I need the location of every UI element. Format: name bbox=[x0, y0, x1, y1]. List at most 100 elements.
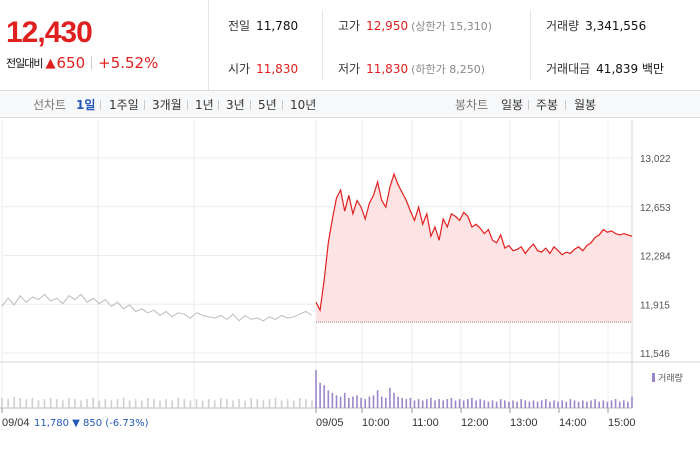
volume-bar bbox=[128, 400, 131, 408]
volume-bar bbox=[207, 399, 210, 408]
volume-legend-swatch bbox=[652, 373, 655, 382]
volume-bar bbox=[238, 399, 240, 408]
volume-bar bbox=[319, 382, 321, 408]
volume-bar bbox=[586, 401, 588, 408]
divider bbox=[91, 56, 93, 70]
volume-bar bbox=[147, 397, 149, 408]
volume-bar bbox=[286, 399, 289, 408]
tab-3month[interactable]: 3개월 bbox=[152, 98, 182, 112]
volume-bar bbox=[293, 400, 295, 408]
change-amount: 650 bbox=[56, 54, 86, 72]
volume-bar bbox=[280, 400, 283, 408]
volume-bar bbox=[549, 401, 551, 408]
volume-bar bbox=[438, 399, 440, 408]
volume-bar bbox=[343, 392, 346, 408]
volume-bar bbox=[516, 401, 518, 408]
volume-bar bbox=[268, 399, 271, 408]
volume-bar bbox=[454, 400, 457, 408]
volume-bar bbox=[577, 401, 580, 408]
volume-bar bbox=[508, 401, 510, 408]
stat-high: 고가 12,950 (상한가 15,310) bbox=[338, 19, 493, 33]
divider bbox=[530, 10, 531, 80]
volume-bar bbox=[413, 400, 416, 408]
volume-bar bbox=[323, 385, 325, 408]
volume-bar bbox=[62, 400, 64, 408]
volume-bar bbox=[426, 399, 428, 408]
y-tick-label: 11,546 bbox=[640, 349, 670, 360]
tab-5year[interactable]: 5년 bbox=[258, 98, 277, 112]
volume-bar bbox=[602, 400, 605, 408]
volume-bar bbox=[434, 400, 436, 408]
volume-bar bbox=[385, 397, 387, 408]
volume-bar bbox=[401, 397, 403, 408]
volume-bar bbox=[417, 399, 420, 408]
tab-monthly-candle[interactable]: 월봉 bbox=[574, 98, 597, 112]
tab-10year[interactable]: 10년 bbox=[290, 98, 317, 112]
volume-legend-label: 거래량 bbox=[658, 372, 683, 384]
volume-bar bbox=[397, 396, 399, 408]
divider bbox=[322, 10, 323, 80]
volume-bar bbox=[520, 399, 522, 408]
volume-bar bbox=[262, 400, 265, 408]
volume-bar bbox=[606, 401, 609, 408]
tab-3year[interactable]: 3년 bbox=[226, 98, 245, 112]
volume-bar bbox=[250, 397, 252, 408]
volume-bar bbox=[491, 400, 494, 408]
volume-bar bbox=[159, 400, 161, 408]
volume-bar bbox=[462, 400, 465, 408]
volume-bar bbox=[256, 399, 259, 408]
stats-panel: 전일 11,780 고가 12,950 (상한가 15,310) 거래량 3,341,5… bbox=[208, 0, 700, 90]
tab-1year[interactable]: 1년 bbox=[195, 98, 214, 112]
chart-tabs: 선차트 1일 1주일 3개월 1년 3년 5년 10년 봉차트 일봉 주봉 월봉 bbox=[0, 91, 700, 118]
volume-bar bbox=[110, 400, 113, 408]
volume-bar bbox=[122, 397, 125, 408]
y-tick-label: 11,915 bbox=[640, 300, 670, 311]
x-tick-label: 09/04 bbox=[2, 417, 30, 429]
volume-bar bbox=[98, 400, 101, 408]
volume-bar bbox=[532, 400, 535, 408]
tab-daily-candle[interactable]: 일봉 bbox=[501, 98, 524, 112]
volume-bar bbox=[339, 396, 342, 408]
volume-bar bbox=[134, 399, 137, 408]
volume-bar bbox=[610, 400, 613, 408]
volume-bar bbox=[561, 400, 563, 408]
volume-bar bbox=[226, 399, 228, 408]
volume-bar bbox=[31, 397, 34, 408]
volume-bar bbox=[305, 399, 307, 408]
volume-bar bbox=[92, 397, 94, 408]
volume-bar bbox=[446, 399, 449, 408]
price-header: 12,430 전일대비 ▲ 650 +5.52% 전일 11,780 고가 12,9… bbox=[0, 0, 700, 91]
tab-weekly-candle[interactable]: 주봉 bbox=[536, 98, 559, 112]
volume-bar bbox=[553, 400, 555, 408]
volume-bar bbox=[409, 397, 412, 408]
tab-1day[interactable]: 1일 bbox=[76, 98, 96, 112]
volume-bar bbox=[165, 399, 167, 408]
volume-bar bbox=[557, 401, 559, 408]
current-price-box: 12,430 전일대비 ▲ 650 +5.52% bbox=[0, 0, 209, 90]
price-change: 전일대비 ▲ 650 +5.52% bbox=[6, 54, 158, 72]
volume-bar bbox=[171, 400, 173, 408]
volume-bar bbox=[68, 397, 70, 408]
volume-bar bbox=[13, 396, 15, 408]
x-tick-label: 13:00 bbox=[510, 417, 538, 429]
volume-bar bbox=[479, 399, 481, 408]
volume-bar bbox=[141, 400, 143, 408]
volume-bar bbox=[623, 400, 625, 408]
x-tick-label: 14:00 bbox=[559, 417, 587, 429]
volume-bar bbox=[104, 399, 107, 408]
volume-bar bbox=[504, 400, 506, 408]
volume-bar bbox=[315, 370, 317, 408]
volume-bar bbox=[335, 395, 338, 408]
volume-bar bbox=[475, 400, 477, 408]
volume-bar bbox=[37, 400, 40, 408]
volume-bar bbox=[573, 400, 576, 408]
y-tick-label: 12,284 bbox=[640, 252, 671, 263]
volume-bar bbox=[352, 396, 354, 408]
y-tick-label: 12,653 bbox=[640, 203, 671, 214]
tab-1week[interactable]: 1주일 bbox=[109, 98, 139, 112]
volume-bar bbox=[86, 399, 88, 408]
volume-bar bbox=[74, 399, 76, 408]
volume-bar bbox=[55, 399, 58, 408]
volume-bar bbox=[348, 397, 350, 408]
